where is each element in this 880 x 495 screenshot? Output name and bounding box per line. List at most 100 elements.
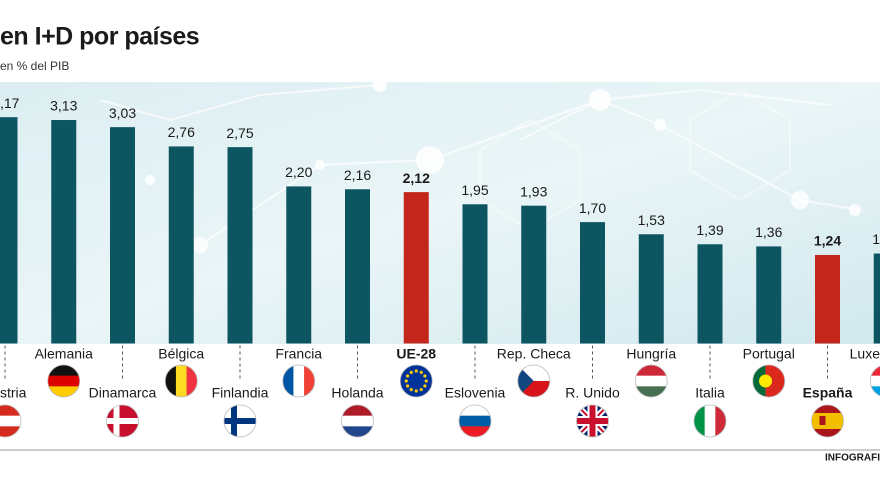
flag-part [870, 365, 880, 377]
flag-part [870, 386, 880, 397]
flag-part [811, 429, 844, 437]
category-label: Alemania [35, 346, 94, 362]
category-label: Italia [695, 385, 725, 401]
value-label: 1,95 [461, 182, 488, 198]
flag-part [819, 416, 826, 425]
value-label: 1,53 [638, 212, 665, 228]
flag-part [409, 370, 413, 374]
flag [459, 405, 491, 437]
flag-part [175, 365, 188, 397]
bar [110, 127, 135, 344]
category-label: Hungría [626, 346, 676, 362]
flag-part [423, 384, 427, 388]
flag-border [458, 404, 492, 438]
value-label: 1,24 [814, 233, 841, 249]
category-label: Francia [275, 346, 322, 362]
flag-border [634, 364, 668, 398]
bar [580, 222, 605, 344]
flag-border [282, 364, 316, 398]
category-label: Bélgica [158, 346, 204, 362]
category-label: España [803, 385, 853, 401]
flag-part [304, 365, 315, 397]
flag-part [576, 418, 609, 424]
category-label: Portugal [743, 346, 795, 362]
background-image [0, 82, 880, 344]
flag-part [459, 415, 491, 427]
flag [752, 365, 785, 397]
bar [873, 253, 880, 344]
value-label: 1 [872, 231, 880, 247]
bar [51, 120, 77, 344]
bar [345, 189, 370, 344]
flag-part [765, 365, 785, 397]
flag-part [282, 365, 294, 397]
flag [165, 365, 198, 397]
category-label: Eslovenia [445, 385, 506, 401]
flag-border [752, 364, 786, 398]
flag-part [459, 405, 491, 417]
flag-part [106, 418, 139, 424]
flag-part [635, 365, 668, 377]
value-label: 2,75 [226, 125, 253, 141]
value-label: 2,20 [285, 164, 312, 180]
flag-part [694, 405, 706, 437]
flag-part [414, 389, 418, 393]
flag-part [811, 405, 844, 413]
bar [697, 244, 723, 344]
chart-title: en I+D por países [0, 23, 199, 51]
flag [811, 405, 844, 437]
bar [286, 186, 312, 344]
flag-part [405, 374, 410, 378]
flag [224, 405, 256, 437]
flag-part [0, 426, 21, 437]
flag-part [635, 375, 668, 387]
flag [0, 405, 21, 437]
flag-border [223, 404, 257, 438]
bar [168, 146, 194, 344]
flag-part [47, 365, 80, 377]
value-label: 1,36 [755, 224, 782, 240]
flag-border [869, 365, 880, 397]
flag [282, 365, 315, 397]
flag-part [47, 375, 80, 387]
flag-part [715, 405, 726, 437]
flag-part [47, 386, 80, 397]
flag-part [419, 388, 423, 392]
value-label: 2,12 [403, 170, 430, 186]
flag-part [0, 405, 21, 417]
flag-part [405, 384, 410, 388]
flag [635, 365, 668, 397]
flag-part [517, 365, 534, 397]
category-label: stria [0, 385, 27, 401]
flag-border [399, 364, 433, 398]
chart-subtitle: en % del PIB [0, 59, 69, 73]
flag-part [704, 405, 716, 437]
flag [341, 405, 374, 437]
bar [403, 192, 429, 344]
flag-part [341, 426, 374, 437]
flag-part [341, 405, 374, 417]
bar [462, 204, 488, 344]
category-label: Holanda [331, 385, 383, 401]
flag-part [224, 418, 256, 424]
bar [521, 205, 547, 344]
category-label: Luxe [850, 346, 880, 362]
bar [638, 234, 664, 344]
bar [815, 254, 840, 344]
category-label: UE-28 [396, 346, 436, 362]
flag [694, 405, 726, 437]
flag-part [409, 388, 413, 392]
flag-part [0, 415, 21, 427]
value-label: 2,76 [168, 124, 195, 140]
flag [400, 365, 433, 397]
flag-border [341, 404, 374, 438]
bar [0, 117, 18, 344]
value-label: 2,16 [344, 167, 371, 183]
flag-part [459, 426, 491, 437]
bar [756, 246, 782, 344]
flag-border [106, 404, 139, 438]
flag [47, 365, 80, 397]
flag-part [419, 370, 423, 374]
